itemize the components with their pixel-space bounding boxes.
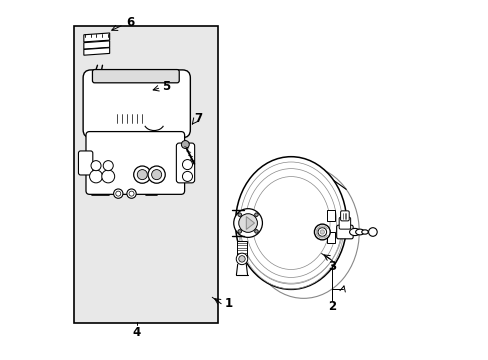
Text: 5: 5 [162,80,170,93]
Bar [326,211,334,221]
Polygon shape [83,33,109,42]
Circle shape [317,228,326,236]
Circle shape [113,189,122,198]
Circle shape [102,170,115,183]
Ellipse shape [235,157,346,289]
Ellipse shape [361,230,367,234]
Polygon shape [83,41,109,49]
Ellipse shape [247,166,359,298]
FancyBboxPatch shape [340,211,348,221]
FancyBboxPatch shape [78,151,93,175]
Polygon shape [83,48,109,55]
Circle shape [314,224,329,240]
FancyBboxPatch shape [176,143,194,183]
Circle shape [103,161,113,171]
Circle shape [368,228,376,236]
FancyBboxPatch shape [83,70,190,138]
Circle shape [233,209,262,237]
Text: 7: 7 [193,112,202,125]
Circle shape [89,170,102,183]
Circle shape [236,253,247,265]
Bar [236,241,247,257]
Circle shape [320,230,324,234]
Circle shape [182,159,192,170]
Text: 6: 6 [126,16,134,29]
Ellipse shape [355,229,364,235]
FancyBboxPatch shape [92,69,179,83]
Circle shape [254,213,258,216]
Text: 2: 2 [327,300,336,313]
Circle shape [182,171,192,181]
FancyBboxPatch shape [339,217,350,229]
Text: 1: 1 [224,297,232,310]
Text: 4: 4 [133,326,141,339]
Polygon shape [246,217,254,229]
Ellipse shape [349,228,360,235]
Text: 3: 3 [327,260,336,273]
Bar [74,26,217,323]
Circle shape [181,140,189,148]
Circle shape [238,214,257,232]
Circle shape [238,213,241,216]
FancyBboxPatch shape [86,132,184,194]
Circle shape [151,170,162,180]
Bar [326,232,334,243]
FancyBboxPatch shape [336,225,352,239]
Circle shape [238,230,241,233]
Circle shape [238,256,244,262]
Circle shape [126,189,136,198]
Circle shape [91,161,101,171]
Circle shape [148,166,165,183]
Circle shape [116,191,121,196]
Circle shape [137,170,147,180]
Circle shape [254,230,258,233]
Circle shape [133,166,151,183]
Circle shape [129,191,134,196]
